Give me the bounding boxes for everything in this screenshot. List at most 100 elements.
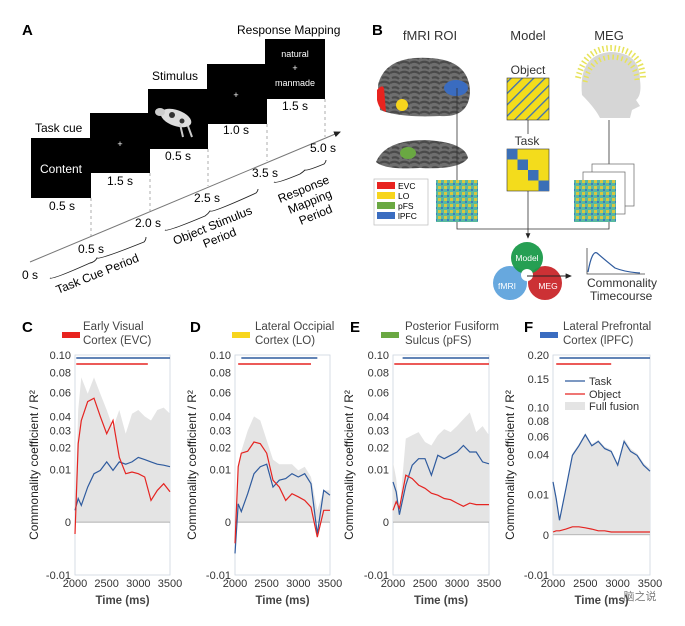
panel-letter: E — [350, 319, 360, 336]
screen-label: Stimulus — [152, 69, 198, 83]
y-axis-label: Commonality coefficient / R² — [342, 390, 356, 540]
x-tick-label: 2500 — [413, 578, 437, 590]
x-tick-label: 3500 — [638, 578, 662, 590]
task-model-matrix — [507, 149, 549, 191]
y-axis-label: Commonality coefficient / R² — [185, 390, 199, 540]
y-tick-label: 0.08 — [368, 368, 389, 380]
watermark: 脑之说 — [624, 589, 657, 603]
panel-letter: D — [190, 319, 201, 336]
venn-label-meg: MEG — [538, 281, 557, 291]
model-label-object: Object — [511, 63, 546, 77]
period-braces — [50, 160, 326, 278]
y-tick-label: 0 — [383, 517, 389, 529]
response-option: natural — [281, 49, 309, 59]
screen-content: Content — [40, 162, 83, 176]
chart-title: Posterior Fusiform — [405, 321, 499, 333]
y-tick-label: 0.10 — [50, 350, 71, 362]
x-tick-label: 3000 — [126, 578, 150, 590]
legend-swatch-evc — [377, 182, 395, 189]
y-axis-label: Commonality coefficient / R² — [503, 390, 517, 540]
model-label-task: Task — [515, 134, 541, 148]
y-tick-label: 0.01 — [50, 464, 71, 476]
y-tick-label: 0.15 — [528, 374, 549, 386]
roi-color-swatch — [540, 332, 558, 338]
legend-label-lo: LO — [398, 191, 410, 201]
roi-lpfc — [444, 80, 468, 96]
legend-full-swatch — [565, 402, 585, 410]
y-tick-label: 0.04 — [368, 411, 389, 423]
output-label: Timecourse — [590, 289, 653, 303]
x-tick-label: 3500 — [158, 578, 182, 590]
fmri-rdm-matrix — [436, 180, 478, 222]
x-tick-label: 3000 — [445, 578, 469, 590]
timeline-tick: 3.5 s — [252, 166, 278, 180]
roi-color-swatch — [232, 332, 250, 338]
fixation-cross: + — [117, 139, 122, 149]
fixation-cross: + — [292, 63, 297, 73]
screen-duration: 1.5 s — [282, 99, 308, 113]
screen-duration: 1.5 s — [107, 174, 133, 188]
x-axis-label: Time (ms) — [414, 595, 468, 607]
x-tick-label: 2500 — [254, 578, 278, 590]
screen-label: Response Mapping — [237, 23, 340, 37]
chart-title: Early Visual — [83, 321, 144, 333]
legend-swatch-pfs — [377, 202, 395, 209]
roi-pfs — [400, 147, 416, 159]
y-tick-label: 0.20 — [528, 350, 549, 362]
output-label: Commonality — [587, 276, 657, 290]
y-tick-label: 0.02 — [368, 442, 389, 454]
meg-head — [578, 48, 643, 118]
brain-ventral-view — [376, 140, 468, 168]
response-option: manmade — [275, 78, 315, 88]
timeline-tick: 0.5 s — [78, 242, 104, 256]
timeline-tick: 2.5 s — [194, 191, 220, 205]
x-tick-label: 2000 — [63, 578, 87, 590]
timeline-tick: 2.0 s — [135, 216, 161, 230]
y-tick-label: 0.03 — [210, 426, 231, 438]
panel-letter: C — [22, 319, 33, 336]
y-tick-label: 0.08 — [210, 368, 231, 380]
x-axis-label: Time (ms) — [95, 595, 149, 607]
panel-letter-b: B — [372, 22, 383, 39]
panel-letter: F — [524, 319, 533, 336]
legend-label-lpfc: lPFC — [398, 211, 417, 221]
y-tick-label: 0.04 — [528, 449, 549, 461]
chart-title: Cortex (lPFC) — [563, 335, 633, 347]
chart-title: Cortex (LO) — [255, 335, 315, 347]
meg-rdm-matrix — [574, 180, 616, 222]
fixation-cross: + — [233, 90, 238, 100]
timeline-tick: 5.0 s — [310, 141, 336, 155]
y-tick-label: 0.03 — [50, 426, 71, 438]
y-tick-label: 0 — [65, 517, 71, 529]
y-tick-label: 0 — [225, 517, 231, 529]
y-tick-label: 0.06 — [368, 388, 389, 400]
screen-label: Task cue — [35, 121, 83, 135]
y-tick-label: 0.06 — [210, 388, 231, 400]
venn-label-fmri: fMRI — [498, 281, 516, 291]
screen-duration: 0.5 s — [165, 149, 191, 163]
commonality-venn-diagram: Model fMRI MEG — [493, 242, 562, 300]
x-tick-label: 2500 — [94, 578, 118, 590]
x-tick-label: 2000 — [381, 578, 405, 590]
chart-title: Lateral Occipial — [255, 321, 334, 333]
y-tick-label: 0.01 — [368, 464, 389, 476]
venn-intersection — [521, 269, 533, 281]
roi-color-swatch — [381, 332, 399, 338]
y-tick-label: 0 — [543, 530, 549, 542]
y-tick-label: 0.06 — [528, 431, 549, 443]
legend-label-evc: EVC — [398, 181, 415, 191]
x-tick-label: 3500 — [477, 578, 501, 590]
panel-letter-a: A — [22, 22, 33, 39]
chart-title: Lateral Prefrontal — [563, 321, 651, 333]
column-title-fmri: fMRI ROI — [403, 28, 457, 43]
y-tick-label: 0.03 — [368, 426, 389, 438]
legend-full-label: Full fusion — [589, 401, 639, 413]
chart-panel-f: F Lateral Prefrontal Cortex (lPFC) 0.20 0.15… — [503, 319, 662, 607]
y-tick-label: 0.08 — [50, 368, 71, 380]
legend-label-pfs: pFS — [398, 201, 414, 211]
chart-title: Sulcus (pFS) — [405, 335, 472, 347]
